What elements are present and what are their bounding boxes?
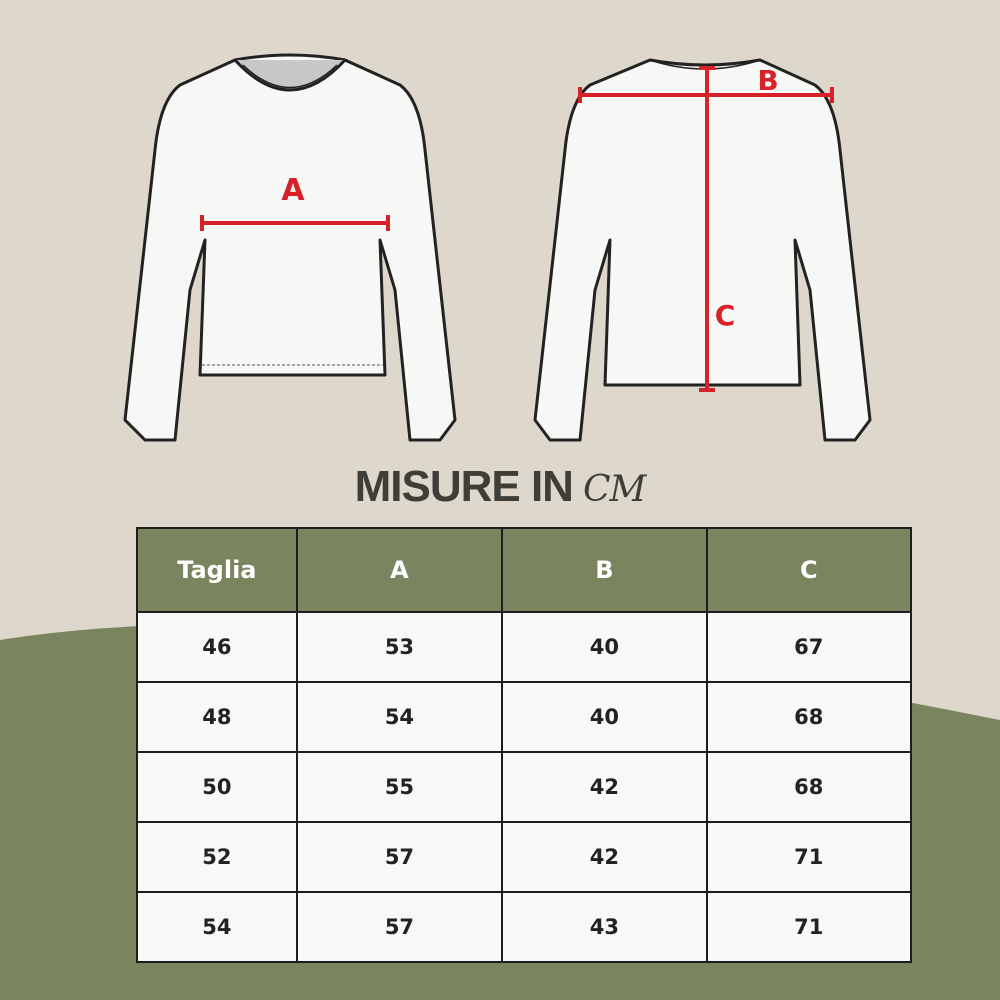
cell-a: 57 (295, 891, 504, 963)
header-b: B (501, 527, 708, 613)
cell-size: 54 (136, 891, 298, 963)
cell-size: 48 (136, 681, 298, 753)
table-row: 46 53 40 67 (136, 611, 913, 683)
cell-c: 71 (705, 891, 913, 963)
header-c: C (705, 527, 913, 613)
header-a: A (295, 527, 504, 613)
cell-c: 71 (705, 821, 913, 893)
table-row: 54 57 43 71 (136, 891, 913, 963)
label-a: A (281, 173, 305, 208)
table-header-row: Taglia A B C (136, 527, 913, 613)
cell-a: 55 (295, 751, 504, 823)
page-title: MISURE IN CM (0, 462, 1000, 512)
size-table: Taglia A B C 46 53 40 67 48 54 40 68 50 55 42 68 … (136, 527, 913, 963)
table-row: 48 54 40 68 (136, 681, 913, 753)
cell-b: 40 (501, 611, 708, 683)
label-c: C (715, 299, 736, 332)
cell-b: 42 (501, 751, 708, 823)
cell-c: 67 (705, 611, 913, 683)
label-b: B (757, 64, 778, 97)
title-unit: CM (582, 469, 646, 510)
header-size: Taglia (136, 527, 298, 613)
table-row: 52 57 42 71 (136, 821, 913, 893)
cell-size: 52 (136, 821, 298, 893)
cell-a: 54 (295, 681, 504, 753)
cell-b: 40 (501, 681, 708, 753)
back-shirt-illustration: B C (533, 58, 872, 442)
cell-b: 43 (501, 891, 708, 963)
cell-c: 68 (705, 681, 913, 753)
cell-size: 50 (136, 751, 298, 823)
cell-c: 68 (705, 751, 913, 823)
front-shirt-illustration: A (123, 53, 457, 442)
table-row: 50 55 42 68 (136, 751, 913, 823)
title-text: MISURE IN (354, 462, 574, 511)
cell-a: 53 (295, 611, 504, 683)
cell-size: 46 (136, 611, 298, 683)
cell-b: 42 (501, 821, 708, 893)
cell-a: 57 (295, 821, 504, 893)
